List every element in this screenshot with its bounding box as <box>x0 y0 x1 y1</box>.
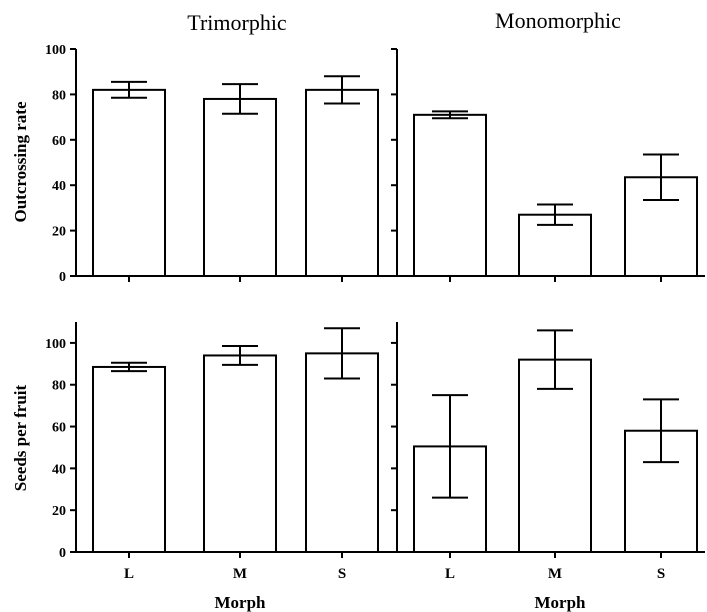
category-label-s: S <box>657 566 665 582</box>
y-tick-label: 80 <box>52 379 66 394</box>
bar-l <box>92 88 166 277</box>
xlabel-morph-left: Morph <box>215 593 267 612</box>
panel-trimorphic-seeds: 0 20 40 60 80 100 L M S <box>45 322 395 582</box>
y-tick-label: 0 <box>59 546 66 561</box>
bar-m <box>203 354 277 554</box>
y-tick-label: 40 <box>52 179 66 194</box>
bar-s <box>305 88 379 277</box>
bar-s <box>305 352 379 554</box>
ylabel-outcrossing-rate: Outcrossing rate <box>11 101 30 222</box>
bar-m <box>203 97 277 277</box>
y-tick-label: 100 <box>45 43 66 58</box>
category-label-l: L <box>124 566 134 582</box>
y-tick-label: 20 <box>52 225 66 240</box>
bar-l <box>92 365 166 554</box>
y-tick-label: 60 <box>52 421 66 436</box>
category-label-m: M <box>548 566 562 582</box>
panel-trimorphic-outcrossing: 0 20 40 60 80 100 <box>45 43 395 285</box>
y-tick-label: 40 <box>52 462 66 477</box>
category-label-s: S <box>338 566 346 582</box>
title-monomorphic: Monomorphic <box>495 8 621 33</box>
bar-l <box>413 113 487 277</box>
ylabel-seeds-per-fruit: Seeds per fruit <box>11 384 30 491</box>
y-tick-label: 0 <box>59 270 66 285</box>
category-label-m: M <box>233 566 247 582</box>
y-tick-label: 60 <box>52 134 66 149</box>
xlabel-morph-right: Morph <box>535 593 587 612</box>
y-tick-label: 100 <box>45 337 66 352</box>
category-label-l: L <box>445 566 455 582</box>
panel-monomorphic-outcrossing <box>391 48 705 282</box>
y-tick-label: 80 <box>52 88 66 103</box>
y-tick-label: 20 <box>52 504 66 519</box>
title-trimorphic: Trimorphic <box>187 10 287 35</box>
